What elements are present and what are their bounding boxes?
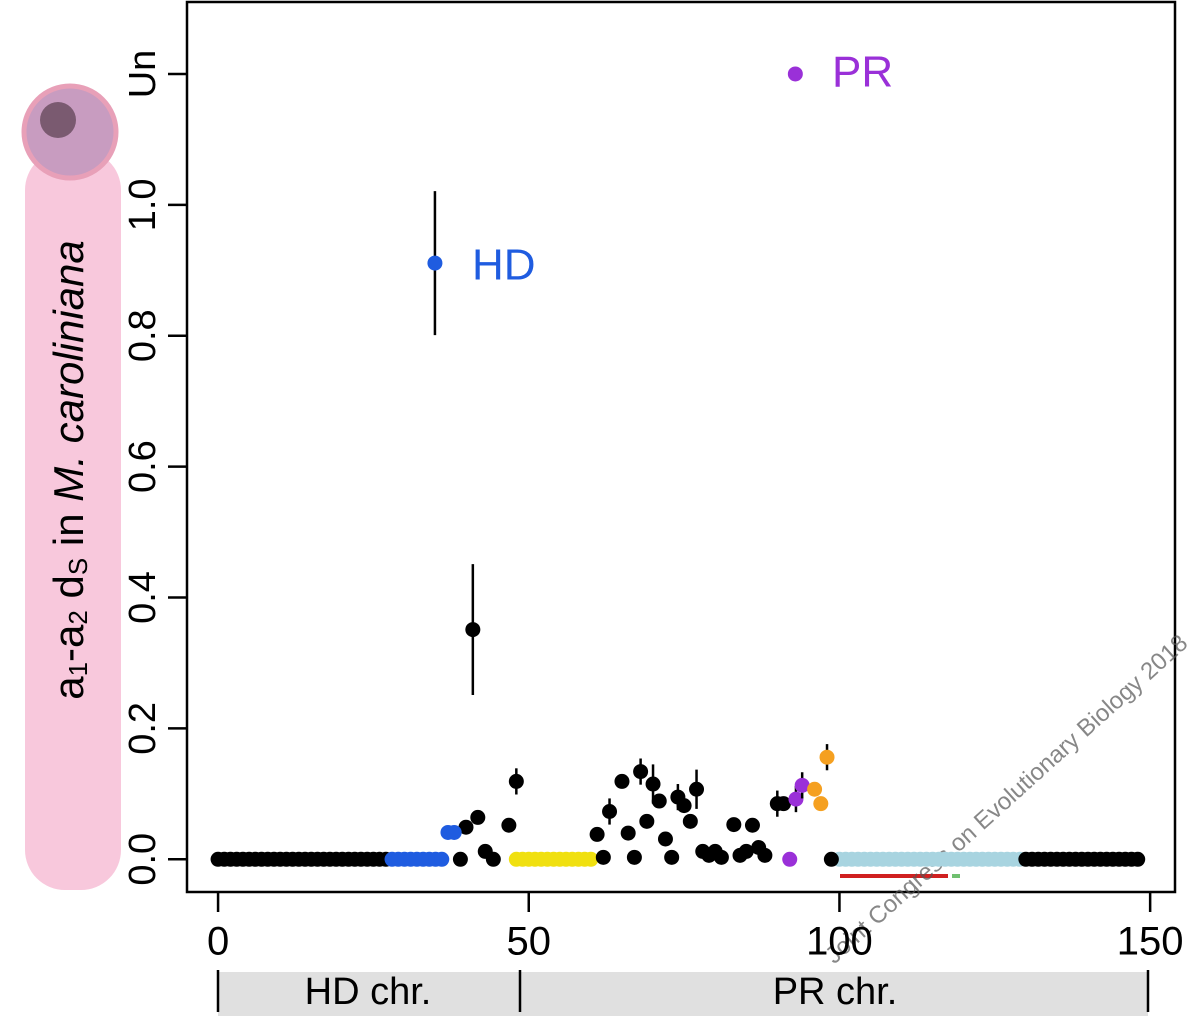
point: [757, 847, 773, 863]
x-tick-label: 100: [806, 920, 873, 964]
y-label-part: 2: [63, 610, 93, 624]
y-label-part: 1: [63, 662, 93, 676]
point: [782, 851, 798, 867]
point: [458, 819, 474, 835]
point: [508, 773, 524, 789]
point: [465, 622, 481, 638]
point: [1130, 851, 1146, 867]
point: [501, 817, 517, 833]
point: [713, 849, 729, 865]
watermark: Joint Congress on Evolutionary Biology 2…: [820, 488, 1188, 969]
point: [583, 851, 599, 867]
point: [589, 826, 605, 842]
x-tick-label: 0: [207, 920, 229, 964]
point: [452, 851, 468, 867]
y-label-part: d: [45, 575, 92, 610]
point: [676, 798, 692, 814]
y-label-part: M. caroliniana: [45, 240, 92, 501]
point: [633, 764, 649, 780]
point: [689, 781, 705, 797]
point: [726, 817, 742, 833]
y-tick-label: Un: [122, 50, 164, 99]
point: [664, 849, 680, 865]
point: [485, 851, 501, 867]
point: [794, 777, 810, 793]
point: [427, 255, 443, 271]
y-tick-label: 0.6: [122, 440, 164, 493]
point: [776, 796, 792, 812]
point: [651, 793, 667, 809]
point: [602, 804, 618, 820]
point: [738, 843, 754, 859]
point: [595, 849, 611, 865]
point: [813, 796, 829, 812]
point: [620, 825, 636, 841]
point: [446, 824, 462, 840]
y-tick-label: 0.2: [122, 702, 164, 755]
y-tick-label: 0.4: [122, 571, 164, 624]
x-tick-label: 50: [507, 920, 552, 964]
region-label: PR chr.: [773, 971, 898, 1013]
point: [645, 776, 661, 792]
point: [434, 851, 450, 867]
point: [657, 831, 673, 847]
y-tick-label: 1.0: [122, 178, 164, 231]
y-label-part: S: [63, 558, 93, 575]
y-tick-label: 0.0: [122, 833, 164, 886]
plot-frame: [185, 0, 1177, 894]
point: [639, 813, 655, 829]
label-band: [25, 150, 121, 890]
point: [682, 813, 698, 829]
y-axis-label: a1-a2 dS in M. caroliniana: [45, 240, 93, 700]
point: [614, 773, 630, 789]
thumbnail-detail: [40, 102, 76, 138]
point: [788, 791, 804, 807]
y-label-part: in: [45, 502, 92, 558]
chromosome-bar: [218, 972, 1148, 1016]
point: [819, 749, 835, 765]
annotation: HD: [472, 241, 536, 290]
point: [626, 849, 642, 865]
annotation: PR: [832, 48, 893, 97]
region-label: HD chr.: [305, 971, 432, 1013]
point: [823, 851, 839, 867]
point: [787, 66, 803, 82]
point: [744, 817, 760, 833]
x-tick-label: 150: [1117, 920, 1184, 964]
point: [807, 781, 823, 797]
point: [470, 809, 486, 825]
y-label-part: -a: [45, 624, 92, 662]
y-label-part: a: [45, 676, 92, 700]
y-tick-label: 0.8: [122, 309, 164, 362]
